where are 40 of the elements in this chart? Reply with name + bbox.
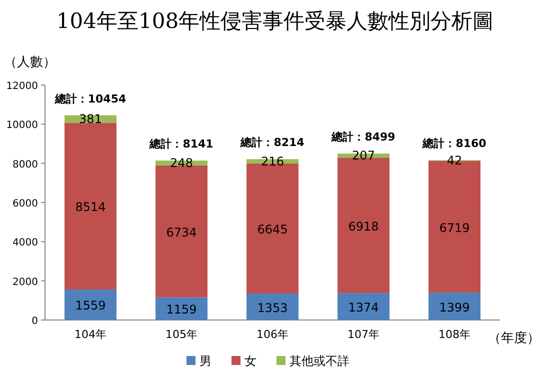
y-tick-label: 6000 [12, 198, 38, 210]
total-label: 總計：8141 [148, 138, 214, 151]
data-label: 6734 [166, 225, 197, 240]
data-label: 8514 [75, 200, 106, 214]
data-label: 1399 [439, 300, 470, 314]
x-tick-label: 108年 [438, 328, 470, 341]
legend-label: 其他或不詳 [290, 354, 350, 368]
y-axis-title: （人數） [4, 55, 56, 70]
bar [64, 289, 116, 320]
legend-label: 女 [244, 354, 256, 368]
legend-label: 男 [200, 354, 212, 368]
bar [246, 294, 298, 320]
y-tick-label: 2000 [12, 276, 38, 288]
bar [64, 122, 116, 290]
data-label: 6918 [348, 219, 379, 234]
y-tick-label: 10000 [6, 120, 38, 132]
x-tick-label: 104年 [74, 328, 106, 341]
data-label: 1374 [348, 300, 379, 315]
y-tick-label: 0 [32, 316, 38, 327]
data-label: 381 [79, 112, 102, 126]
total-label: 總計：8160 [422, 137, 487, 150]
total-label: 總計：8499 [330, 130, 396, 144]
total-label: 總計：10454 [54, 92, 126, 106]
data-label: 6719 [439, 220, 470, 235]
data-label: 1559 [75, 298, 106, 313]
data-label: 6645 [257, 222, 288, 236]
bar [338, 293, 390, 320]
bar [428, 292, 480, 320]
total-label: 總計：8214 [240, 136, 305, 150]
data-label: 1159 [166, 302, 197, 317]
x-tick-label: 105年 [166, 328, 198, 341]
chart-title: 104年至108年性侵害事件受暴人數性別分析圖 [56, 9, 494, 33]
y-tick-label: 12000 [6, 81, 38, 92]
x-tick-label: 106年 [256, 328, 288, 341]
y-tick-label: 4000 [12, 238, 38, 249]
bar [156, 297, 208, 320]
x-axis-title: （年度） [488, 330, 540, 346]
data-label: 1353 [257, 300, 288, 315]
y-tick-label: 8000 [12, 159, 38, 170]
x-tick-label: 107年 [348, 328, 380, 341]
